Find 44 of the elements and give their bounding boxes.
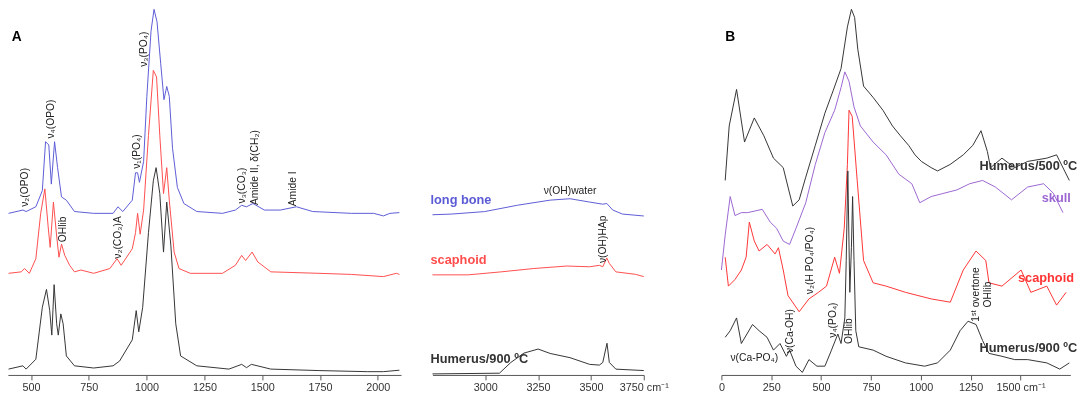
series-label: long bone xyxy=(430,191,492,207)
text: ν(OH)water xyxy=(543,184,597,196)
annotation: ν(Ca-PO₄) xyxy=(730,352,779,364)
annotation: ν₂(H PO₄/PO₄) xyxy=(804,226,816,295)
annotation: Amide I xyxy=(287,171,299,207)
x-tick-label: 1250 xyxy=(959,381,984,394)
annotation: Amide II, δ(CH₂) xyxy=(249,130,261,206)
x-tick-label: 1250 xyxy=(192,381,217,394)
x-tick-label: 1750 xyxy=(308,381,333,394)
annotation: ν(OH)HAp xyxy=(597,215,609,264)
x-tick-label: 3000 xyxy=(473,381,498,394)
annotation: ν(Ca-OH) xyxy=(783,309,795,354)
annotation: ν₂(OPO) xyxy=(19,167,31,207)
annotation: ν₁(PO₄) xyxy=(131,134,143,169)
text: A xyxy=(11,28,22,44)
annotation: ν₂(CO₃)A xyxy=(111,216,123,259)
series-label: Humerus/900 ºC xyxy=(979,340,1078,356)
x-tick-label: 1000 xyxy=(909,381,934,394)
x-tick-label: 500 xyxy=(812,381,831,394)
annotation: ν₃(PO₄) xyxy=(138,31,150,67)
series-label: skull xyxy=(1041,189,1071,205)
x-tick-label: 750 xyxy=(80,381,99,394)
annotation: ν₄(OPO) xyxy=(45,99,57,139)
x-tick-label: 3500 xyxy=(579,381,604,394)
x-tick-label: 2000 xyxy=(366,381,391,394)
annotation: 1ˢᵗ overtone OHlib xyxy=(969,267,993,322)
x-tick-label: 1500 xyxy=(250,381,275,394)
series-label: Humerus/500 ºC xyxy=(979,157,1078,173)
annotation: OHlib xyxy=(57,216,69,243)
x-tick-label: 500 xyxy=(22,381,41,394)
x-tick-label: 1000 xyxy=(135,381,160,394)
x-tick-label: 3250 xyxy=(526,381,551,394)
x-tick-label: 750 xyxy=(862,381,881,394)
series-label: Humerus/900 ºC xyxy=(430,351,529,367)
annotation: ν₃(CO₃) xyxy=(235,167,247,204)
series-label: scaphoid xyxy=(430,252,487,268)
x-tick-label: 3750 cm⁻¹ xyxy=(619,381,670,394)
annotation: ν₄(PO₄) xyxy=(827,302,839,338)
annotation: OHlib xyxy=(842,317,854,344)
text: B xyxy=(725,28,736,44)
x-tick-label: 250 xyxy=(762,381,781,394)
x-tick-label: 1500 cm⁻¹ xyxy=(996,381,1046,394)
series-label: scaphoid xyxy=(1017,269,1074,285)
x-tick-label: 0 xyxy=(718,381,725,394)
